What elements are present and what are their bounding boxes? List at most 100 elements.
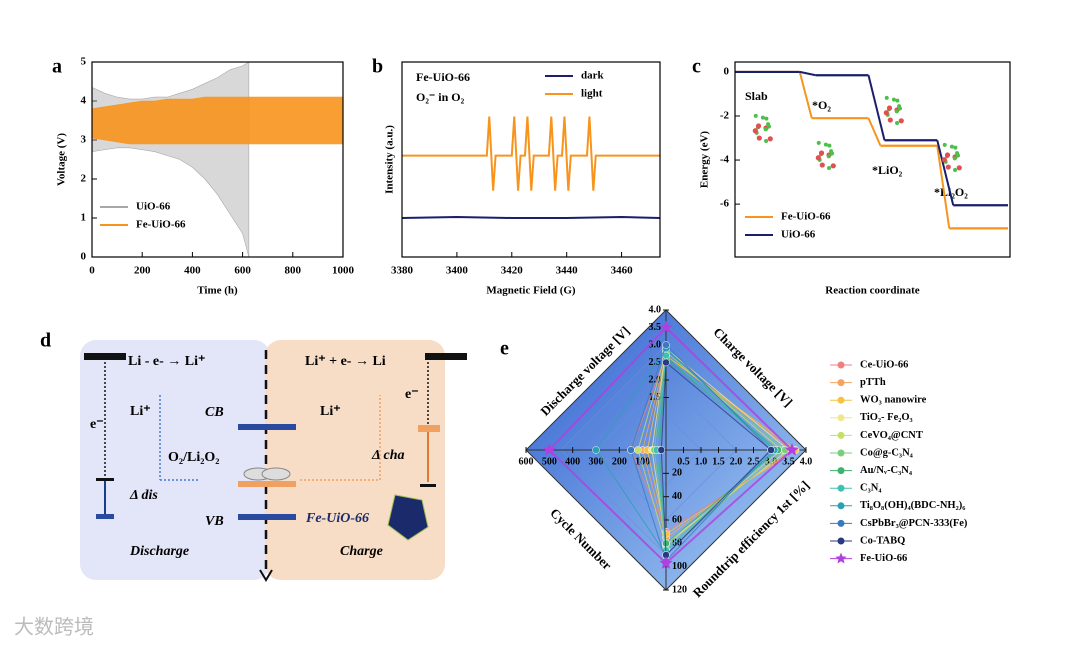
atom <box>830 151 835 156</box>
x-tick-label: 0 <box>89 265 95 277</box>
spectrum-line <box>402 116 660 191</box>
panel-label: e <box>500 338 509 360</box>
legend-marker <box>837 502 845 510</box>
legend-label: Co-TABQ <box>860 535 905 546</box>
radar-point <box>659 320 673 334</box>
plot-frame <box>734 61 1011 258</box>
radar-tick-label: 100 <box>635 456 650 467</box>
radar-tick-label: 100 <box>672 561 687 572</box>
legend-label: Fe-UiO-66 <box>860 553 907 564</box>
atom <box>752 128 758 134</box>
radar-tick-label: 60 <box>672 514 682 525</box>
legend-label: Ce-UiO-66 <box>860 359 908 370</box>
atom <box>898 118 904 124</box>
catalyst-icon <box>387 494 429 541</box>
atom <box>823 142 828 147</box>
legend-label: C₃N₄ <box>860 483 882 494</box>
legend-label: Fe-UiO-66 <box>136 219 186 231</box>
atom <box>815 155 821 161</box>
atom <box>819 162 825 168</box>
y-tick-label: 4 <box>81 95 87 107</box>
legend-label: light <box>581 88 603 100</box>
atom <box>942 142 947 147</box>
legend-label: UiO-66 <box>781 229 816 241</box>
legend-label: dark <box>581 70 605 82</box>
atom <box>753 113 758 118</box>
radar-point <box>592 446 600 454</box>
label: Li⁺ <box>130 404 151 419</box>
atom <box>767 124 772 129</box>
y-axis-label: Intensity (a.u.) <box>384 125 396 194</box>
radar-point <box>767 446 775 454</box>
step-connector <box>867 74 886 141</box>
label: Charge <box>340 544 383 559</box>
label: Fe-UiO-66 <box>305 511 369 526</box>
level-label: *LiO₂ <box>872 163 903 177</box>
atom <box>818 150 825 156</box>
plot-frame <box>401 61 661 258</box>
atom <box>764 116 769 121</box>
legend-marker <box>837 361 845 369</box>
level <box>96 514 114 519</box>
legend-marker <box>835 552 847 564</box>
legend-label: CeVO₄@CNT <box>860 430 923 441</box>
atom <box>956 153 961 158</box>
label: Δ cha <box>371 448 405 463</box>
watermark: 大数跨境 <box>14 615 94 639</box>
annotation: Fe-UiO-66 <box>416 70 470 84</box>
legend-marker <box>837 449 845 457</box>
legend-label: TiO₂- Fe₂O₃ <box>860 412 913 423</box>
legend-marker <box>837 537 845 545</box>
reaction: Li⁺ + e- → Li <box>305 354 386 369</box>
label: Δ dis <box>129 488 158 503</box>
atom <box>755 123 762 129</box>
atom <box>827 165 832 170</box>
radar-tick-label: 120 <box>672 584 687 595</box>
atom <box>760 115 765 120</box>
step-connector <box>799 70 816 77</box>
step-connector <box>867 117 882 147</box>
atom <box>886 105 893 111</box>
label: O₂/Li₂O₂ <box>168 450 220 465</box>
radar-tick-label: 1.5 <box>712 456 725 467</box>
legend-label: pTTh <box>860 377 886 388</box>
radar-tick-label: 3.0 <box>649 339 662 350</box>
y-tick-label: 0 <box>724 65 730 77</box>
radar-tick-label: 400 <box>565 456 580 467</box>
electrode <box>84 353 126 360</box>
radar-point <box>542 443 556 456</box>
radar-tick-label: 2.0 <box>730 456 743 467</box>
diagram: Li - e- → Li⁺ Li⁺ + e- → Li e⁻ Li⁺ CB O₂… <box>80 340 467 582</box>
y-axis-label: Voltage (V) <box>56 133 68 186</box>
atom <box>826 154 831 159</box>
atom <box>763 127 768 132</box>
x-axis-label: Magnetic Field (G) <box>486 285 576 297</box>
radar-tick-label: 500 <box>542 456 557 467</box>
y-tick-label: -2 <box>720 110 730 122</box>
level <box>420 484 436 487</box>
radar-tick-label: 200 <box>612 456 627 467</box>
x-tick-label: 3440 <box>556 265 579 277</box>
radar-tick-label: 1.0 <box>695 456 708 467</box>
label: CB <box>205 405 224 420</box>
label: e⁻ <box>90 417 104 432</box>
atom <box>895 98 900 103</box>
atom <box>956 165 962 171</box>
molecule <box>261 467 291 481</box>
legend-label: Au/Nᵥ-C₃N₄ <box>860 465 913 476</box>
label: Discharge <box>129 544 189 559</box>
radar-tick-label: 0.5 <box>677 456 690 467</box>
radar-tick-label: 300 <box>589 456 604 467</box>
atom <box>898 106 903 111</box>
panel-label: d <box>40 330 51 352</box>
radar-point <box>659 556 673 569</box>
radar-tick-label: 4.0 <box>649 304 662 315</box>
radar-tick-label: 3.5 <box>649 322 662 333</box>
radar-tick-label: 80 <box>672 538 682 549</box>
atom <box>949 144 954 149</box>
x-tick-label: 1000 <box>332 265 355 277</box>
atom <box>756 135 762 141</box>
y-tick-label: -6 <box>720 198 730 210</box>
x-tick-label: 3460 <box>611 265 634 277</box>
legend-marker <box>837 379 845 387</box>
